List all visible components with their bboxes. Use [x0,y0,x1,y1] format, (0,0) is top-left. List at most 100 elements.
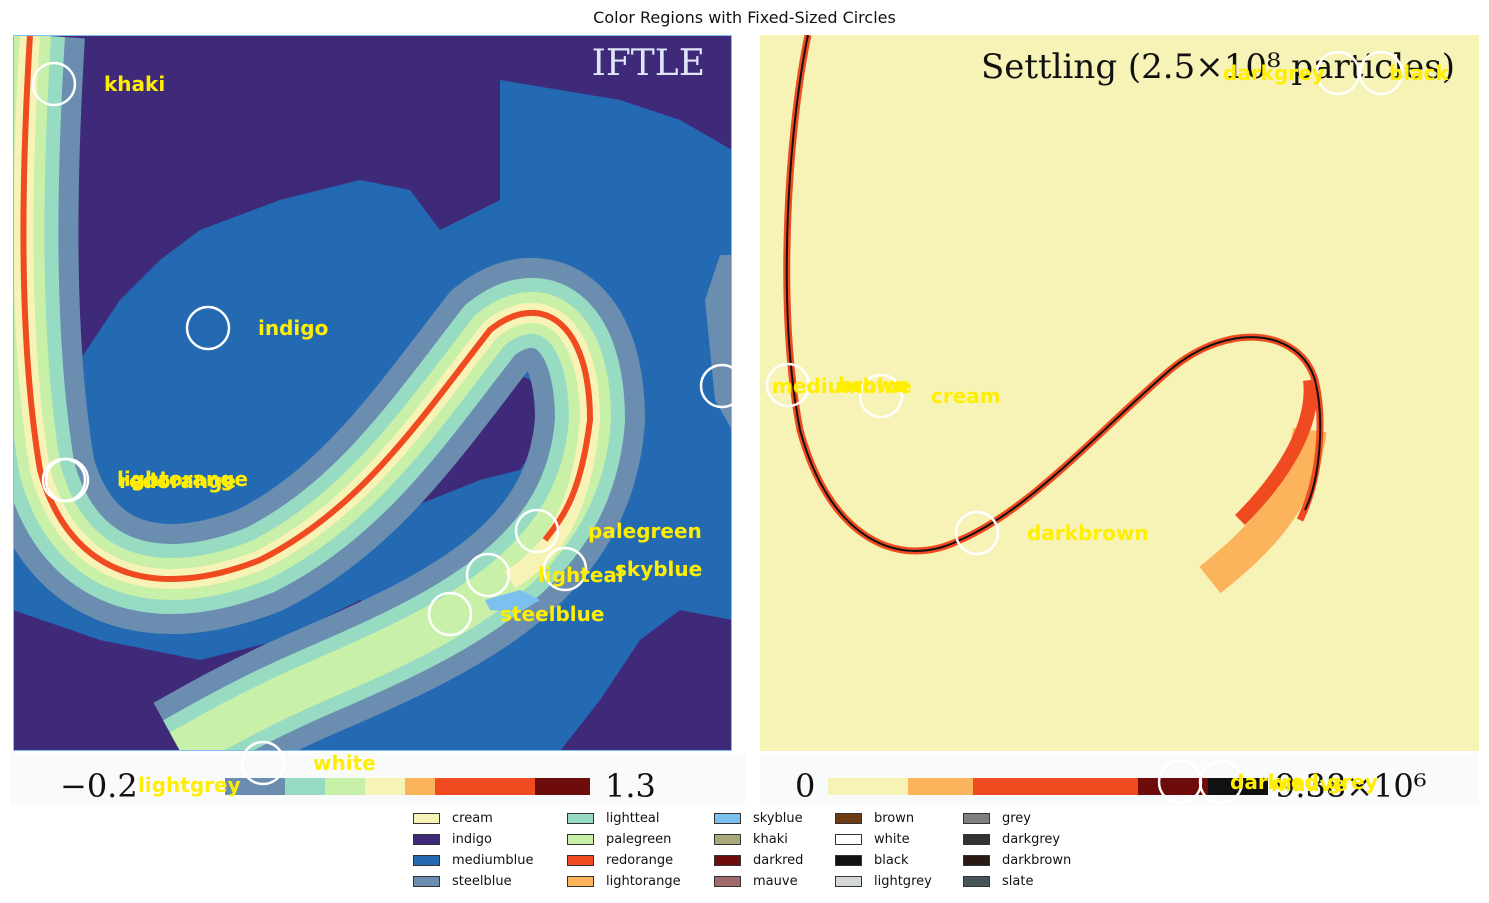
legend-label: mediumblue [452,853,534,868]
legend-label: palegreen [606,832,672,847]
circle-black [1358,50,1404,96]
legend-label: grey [1002,811,1032,826]
label-black: black [1389,61,1450,85]
legend-item-khaki: khaki [714,829,803,850]
indigo-upper-region [50,35,500,420]
label-darkbrown: darkbrown [1027,521,1149,545]
left-colorbar-max: 1.3 [605,767,656,805]
legend-swatch [413,855,440,866]
legend-item-brown: brown [835,808,932,829]
legend-item-lightgrey: lightgrey [835,871,932,892]
label-darkred: darkred [1230,770,1319,794]
legend-swatch [714,876,741,887]
legend-swatch [714,813,741,824]
legend-swatch [963,855,990,866]
left-heading: IFTLE [592,43,705,84]
legend: cream indigo mediumblue steelblue lightt… [405,806,1105,896]
legend-label: white [874,832,910,847]
circle-white [240,740,286,786]
label-indigo: indigo [258,316,328,340]
circle-cream [858,373,904,419]
right-colorbar: 0 9.38×10⁶ [760,753,1479,805]
legend-item-lightteal: lightteal [567,808,681,829]
circle-palegreen [514,508,560,554]
circle-mediumblue [699,363,745,409]
legend-label: mauve [753,874,798,889]
circle-brown [765,362,811,408]
circle-skyblue [542,546,588,592]
label-mediumblue: mediumblue [772,374,912,398]
label-cream: cream [931,384,1001,408]
legend-swatch [835,876,862,887]
legend-column-3: skyblue khaki darkred mauve [714,808,803,892]
legend-label: redorange [606,853,674,868]
legend-label: darkbrown [1002,853,1072,868]
indigo-lower-right-region [560,610,732,751]
legend-swatch [963,813,990,824]
legend-swatch [963,876,990,887]
right-background [760,35,1479,751]
legend-label: cream [452,811,493,826]
steelblue-edge [705,255,732,430]
circle-darkbrown [954,510,1000,556]
legend-item-slate: slate [963,871,1071,892]
legend-item-cream: cream [413,808,534,829]
label-redorange: redorange [119,469,236,493]
legend-column-2: lightteal palegreen redorange lightorang… [567,808,681,892]
label-skyblue: skyblue [615,557,702,581]
legend-label: indigo [452,832,492,847]
right-colorbar-max: 9.38×10⁶ [1275,767,1427,805]
label-palegreen: palegreen [588,519,702,543]
legend-label: skyblue [753,811,803,826]
legend-item-lightorange: lightorange [567,871,681,892]
legend-swatch [835,855,862,866]
lightorange-tail [1199,427,1327,594]
legend-label: khaki [753,832,788,847]
legend-item-grey: grey [963,808,1071,829]
label-brown: brown [838,373,909,397]
label-khaki: khaki [104,72,165,96]
legend-item-darkbrown: darkbrown [963,850,1071,871]
region-labels: khaki indigo lightorange redorange paleg… [104,61,1450,797]
legend-swatch [567,855,594,866]
legend-swatch [835,813,862,824]
skyblue-patch [485,590,540,612]
legend-label: slate [1002,874,1034,889]
legend-label: lightteal [606,811,660,826]
legend-item-redorange: redorange [567,850,681,871]
label-lighteal: lighteal [538,563,624,587]
label-lightgrey: lightgrey [138,773,241,797]
legend-item-darkgrey: darkgrey [963,829,1071,850]
circle-steelblue [427,591,473,637]
legend-swatch [413,813,440,824]
legend-label: brown [874,811,915,826]
legend-item-white: white [835,829,932,850]
legend-swatch [714,834,741,845]
legend-label: black [874,853,909,868]
legend-swatch [714,855,741,866]
legend-item-steelblue: steelblue [413,871,534,892]
right-colorbar-min: 0 [795,767,815,805]
legend-swatch [567,876,594,887]
legend-column-4: brown white black lightgrey [835,808,932,892]
legend-label: darkred [753,853,804,868]
legend-swatch [835,834,862,845]
legend-item-skyblue: skyblue [714,808,803,829]
legend-column-5: grey darkgrey darkbrown slate [963,808,1071,892]
legend-item-palegreen: palegreen [567,829,681,850]
legend-column-1: cream indigo mediumblue steelblue [413,808,534,892]
legend-swatch [963,834,990,845]
left-colorbar: −0.2 1.3 [10,753,745,805]
label-steelblue: steelblue [500,602,604,626]
legend-swatch [413,834,440,845]
legend-swatch [413,876,440,887]
left-colorbar-min: −0.2 [60,767,138,805]
region-markers [31,50,1404,805]
label-white: white [313,751,376,775]
legend-item-mauve: mauve [714,871,803,892]
right-panel: Settling (2.5×10⁸ particles) [760,35,1479,751]
legend-swatch [567,834,594,845]
legend-label: lightgrey [874,874,932,889]
figure-panels: IFTLE −0.2 1.3 Settling (2.5×10⁸ particl… [10,35,1479,805]
circle-indigo [185,305,231,351]
